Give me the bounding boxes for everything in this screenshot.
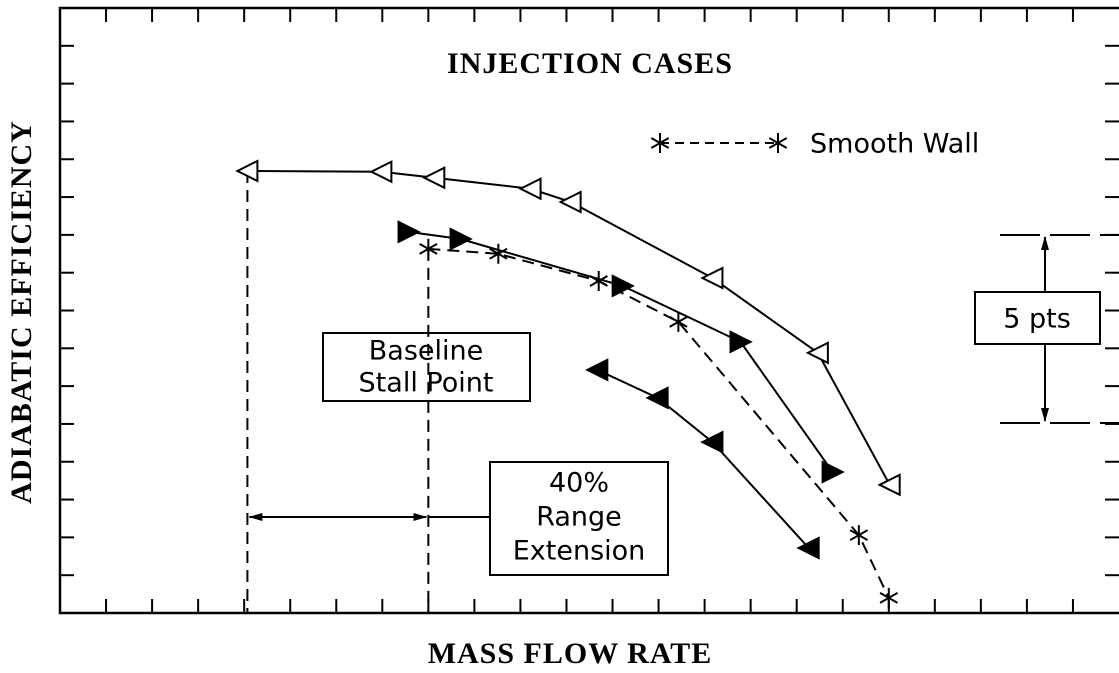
marker-stroke [768,137,788,149]
annotation-text: Range [536,502,622,533]
annotation-box [322,332,531,402]
marker [518,177,542,201]
x-axis-label: MASS FLOW RATE [428,637,713,670]
marker [879,587,898,608]
marker [805,341,829,365]
annotation-text: 40% [549,468,609,499]
series-line [428,247,890,599]
marker [585,358,609,382]
marker [645,386,669,410]
chart-title: INJECTION CASES [447,47,733,80]
marker [558,190,582,214]
annotation-box [489,461,669,576]
marker [669,311,688,332]
marker [877,473,901,497]
legend-marker [650,133,670,153]
marker-stroke [849,529,869,541]
annotation-text: 5 pts [1003,304,1071,335]
marker-stroke [589,275,608,287]
series-line [596,368,810,549]
marker [796,536,820,560]
marker-stroke [419,242,438,255]
annotation-box [974,291,1101,345]
legend-label: Smooth Wall [810,129,979,160]
marker-stroke [879,592,898,604]
marker [422,166,446,190]
series [235,159,901,497]
marker [821,460,845,484]
marker [489,243,508,264]
marker [729,330,753,354]
marker [589,271,608,292]
marker [700,266,724,290]
series [585,358,820,560]
series-line [247,169,891,486]
marker [700,430,724,454]
series [397,220,845,484]
marker [419,238,438,259]
marker [397,220,421,244]
marker-stroke [669,315,688,328]
y-axis-label: ADIABATIC EFFICIENCY [5,120,38,504]
marker [235,159,259,183]
annotation-text: Stall Point [359,368,494,399]
annotation-text: Extension [513,536,646,567]
marker [449,227,473,251]
marker [849,525,869,546]
series [419,238,898,608]
marker [369,160,393,184]
marker-stroke [650,137,670,149]
annotation-text: Baseline [369,336,483,367]
marker-stroke [489,247,508,260]
legend-marker [768,133,788,153]
